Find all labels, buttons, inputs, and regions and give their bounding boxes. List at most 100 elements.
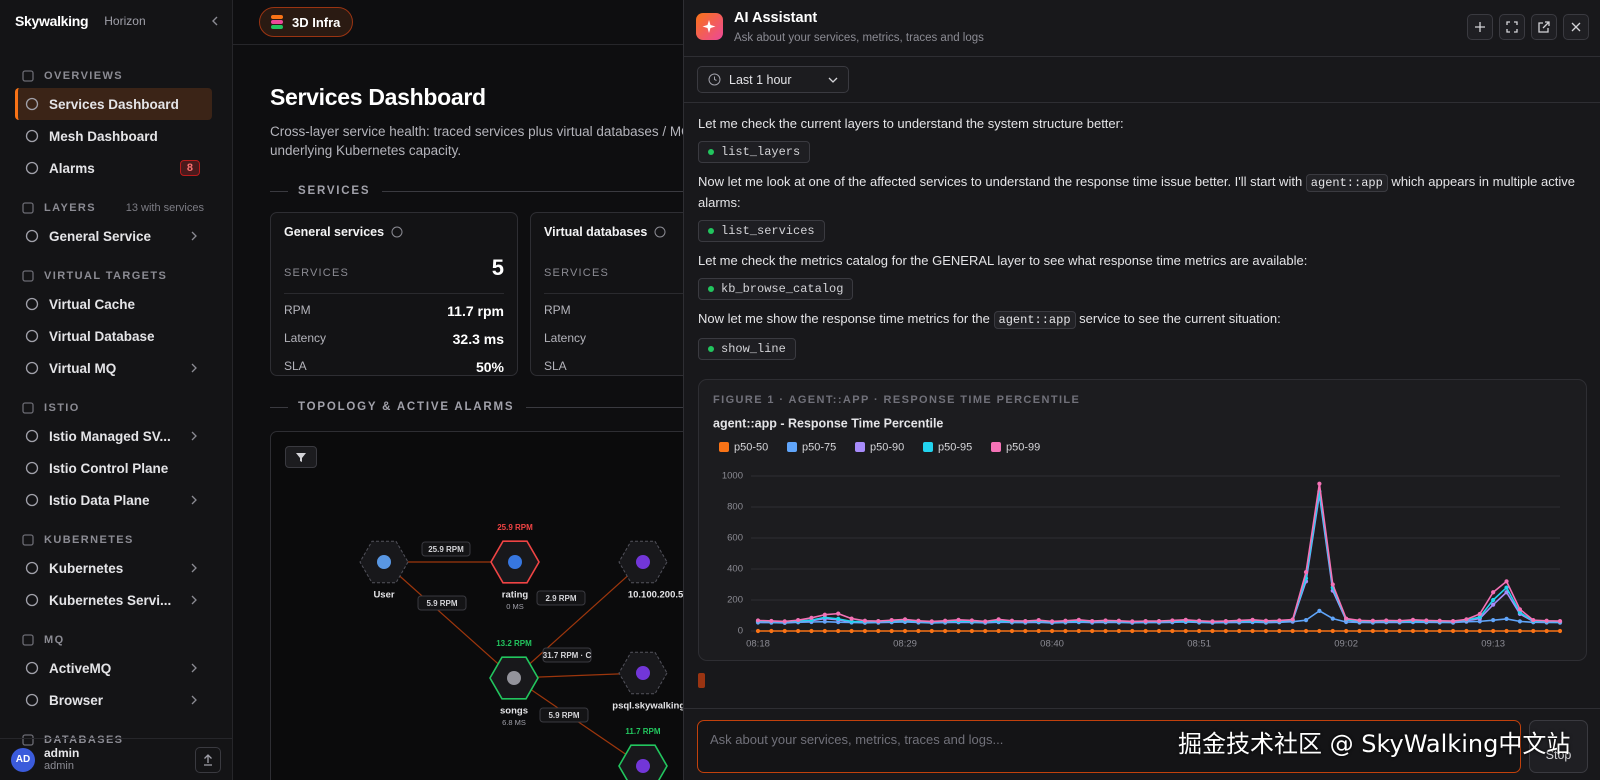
nav-item-label: Browser (49, 692, 104, 708)
collapse-icon[interactable] (210, 16, 220, 26)
figure: FIGURE 1 · AGENT::APP · RESPONSE TIME PE… (698, 379, 1587, 661)
time-range-select[interactable]: Last 1 hour (697, 66, 849, 93)
section-heading: TOPOLOGY & ACTIVE ALARMS (270, 401, 693, 413)
series-point (1049, 619, 1055, 624)
metric-row: RPM (544, 303, 693, 317)
card-count-label: SERVICES (284, 267, 350, 279)
series-point (1410, 617, 1416, 622)
nav-item[interactable]: Virtual Cache (15, 288, 212, 320)
series-point (1130, 628, 1135, 634)
nav-item-label: Kubernetes (49, 560, 124, 576)
message: Let me check the current layers to under… (698, 114, 1578, 133)
series-point (1210, 619, 1215, 624)
popout-button[interactable] (1531, 14, 1557, 40)
edge-label: 5.9 RPM (426, 599, 457, 608)
nav-item-label: Virtual Database (49, 328, 155, 344)
series-point (849, 628, 854, 634)
series-point (782, 628, 787, 634)
series-point (1250, 617, 1255, 622)
tool-call[interactable]: kb_browse_catalog (698, 278, 854, 300)
series-point (1076, 628, 1081, 634)
node-latency: 0 MS (506, 602, 524, 611)
tool-call[interactable]: list_layers (698, 141, 811, 163)
nav-section-title: ISTIO (44, 402, 80, 414)
series-point (1424, 618, 1429, 623)
edge-label-bg (542, 647, 592, 663)
metric-row: SLA 50% (284, 359, 504, 375)
nav-item[interactable]: Istio Managed SV... (15, 420, 212, 452)
icon-shape (22, 634, 34, 646)
series-point (1143, 628, 1148, 634)
nav-item-label: Alarms (49, 160, 95, 176)
filter-button[interactable] (285, 446, 317, 468)
series-point (1023, 618, 1028, 624)
icon (25, 329, 39, 343)
upload-button[interactable] (195, 747, 221, 773)
edge-label-bg (539, 707, 589, 723)
icon (25, 229, 39, 243)
nav-item[interactable]: General Service (15, 220, 212, 252)
nav-section: ISTIO (15, 396, 212, 420)
chevron-shape (191, 363, 197, 373)
nav-item[interactable]: Istio Data Plane (15, 484, 212, 516)
expand-button[interactable] (1499, 14, 1525, 40)
nav-item[interactable]: Istio Control Plane (15, 452, 212, 484)
nav-item[interactable]: Browser (15, 684, 212, 716)
icon (22, 402, 34, 414)
series-point (876, 618, 881, 624)
node-icon (377, 555, 391, 569)
series-point (929, 619, 934, 624)
series-point (969, 628, 974, 634)
chevron-shape (191, 231, 197, 241)
series-point (1197, 618, 1202, 623)
chat-input[interactable]: Ask about your services, metrics, traces… (697, 720, 1521, 773)
node-label: rating (502, 590, 529, 601)
nav-item[interactable]: Alarms 8 (15, 152, 212, 184)
metric-row: Latency (544, 331, 693, 345)
card-title-text: General services (284, 225, 385, 239)
series-point (1450, 628, 1456, 634)
node-icon (507, 671, 521, 685)
x-tick-label: 08:18 (746, 639, 770, 650)
stop-button[interactable]: Stop (1529, 720, 1588, 773)
tab[interactable]: 3D Infra (259, 7, 354, 37)
nav-item[interactable]: Services Dashboard (15, 88, 212, 120)
nav-item[interactable]: Virtual MQ (15, 352, 212, 384)
icon-shape (25, 593, 39, 607)
icon-shape (25, 361, 39, 375)
series-point (1491, 590, 1496, 595)
icon-shape (22, 70, 34, 82)
nav-item[interactable]: Kubernetes (15, 552, 212, 584)
description-line: Cross-layer service health: traced servi… (270, 124, 693, 139)
series-point (983, 628, 988, 634)
nav-item[interactable]: Kubernetes Servi... (15, 584, 212, 616)
tool-call[interactable]: list_services (698, 220, 825, 242)
card-title-text: Virtual databases (544, 225, 648, 239)
series-line (757, 482, 1561, 623)
brand-logo: Skywalking (15, 13, 89, 29)
new-button[interactable] (1467, 14, 1493, 40)
section-heading: SERVICES (270, 185, 693, 197)
series-point (1477, 628, 1482, 634)
chevron (191, 431, 197, 441)
nav-item[interactable]: Mesh Dashboard (15, 120, 212, 152)
close-button[interactable] (1563, 14, 1589, 40)
nav-item[interactable]: ActiveMQ (15, 652, 212, 684)
series-point (983, 619, 988, 624)
nav-item-label: General Service (49, 228, 152, 244)
tool-call[interactable]: show_line (698, 338, 796, 360)
series-point (1370, 628, 1375, 634)
brand-edition: Horizon (104, 14, 146, 28)
metric-label: Latency (284, 331, 327, 345)
x-tick-label: 09:02 (1334, 639, 1358, 650)
series-point (1557, 618, 1563, 624)
chevron (191, 595, 197, 605)
nav-item[interactable]: Virtual Database (15, 320, 212, 352)
chevron (191, 231, 197, 241)
icon-shape (25, 297, 39, 311)
node-icon (636, 759, 650, 773)
series-point (1397, 618, 1402, 623)
series-point (1517, 628, 1522, 634)
metric-label: RPM (544, 303, 571, 317)
series-point (1237, 628, 1242, 634)
